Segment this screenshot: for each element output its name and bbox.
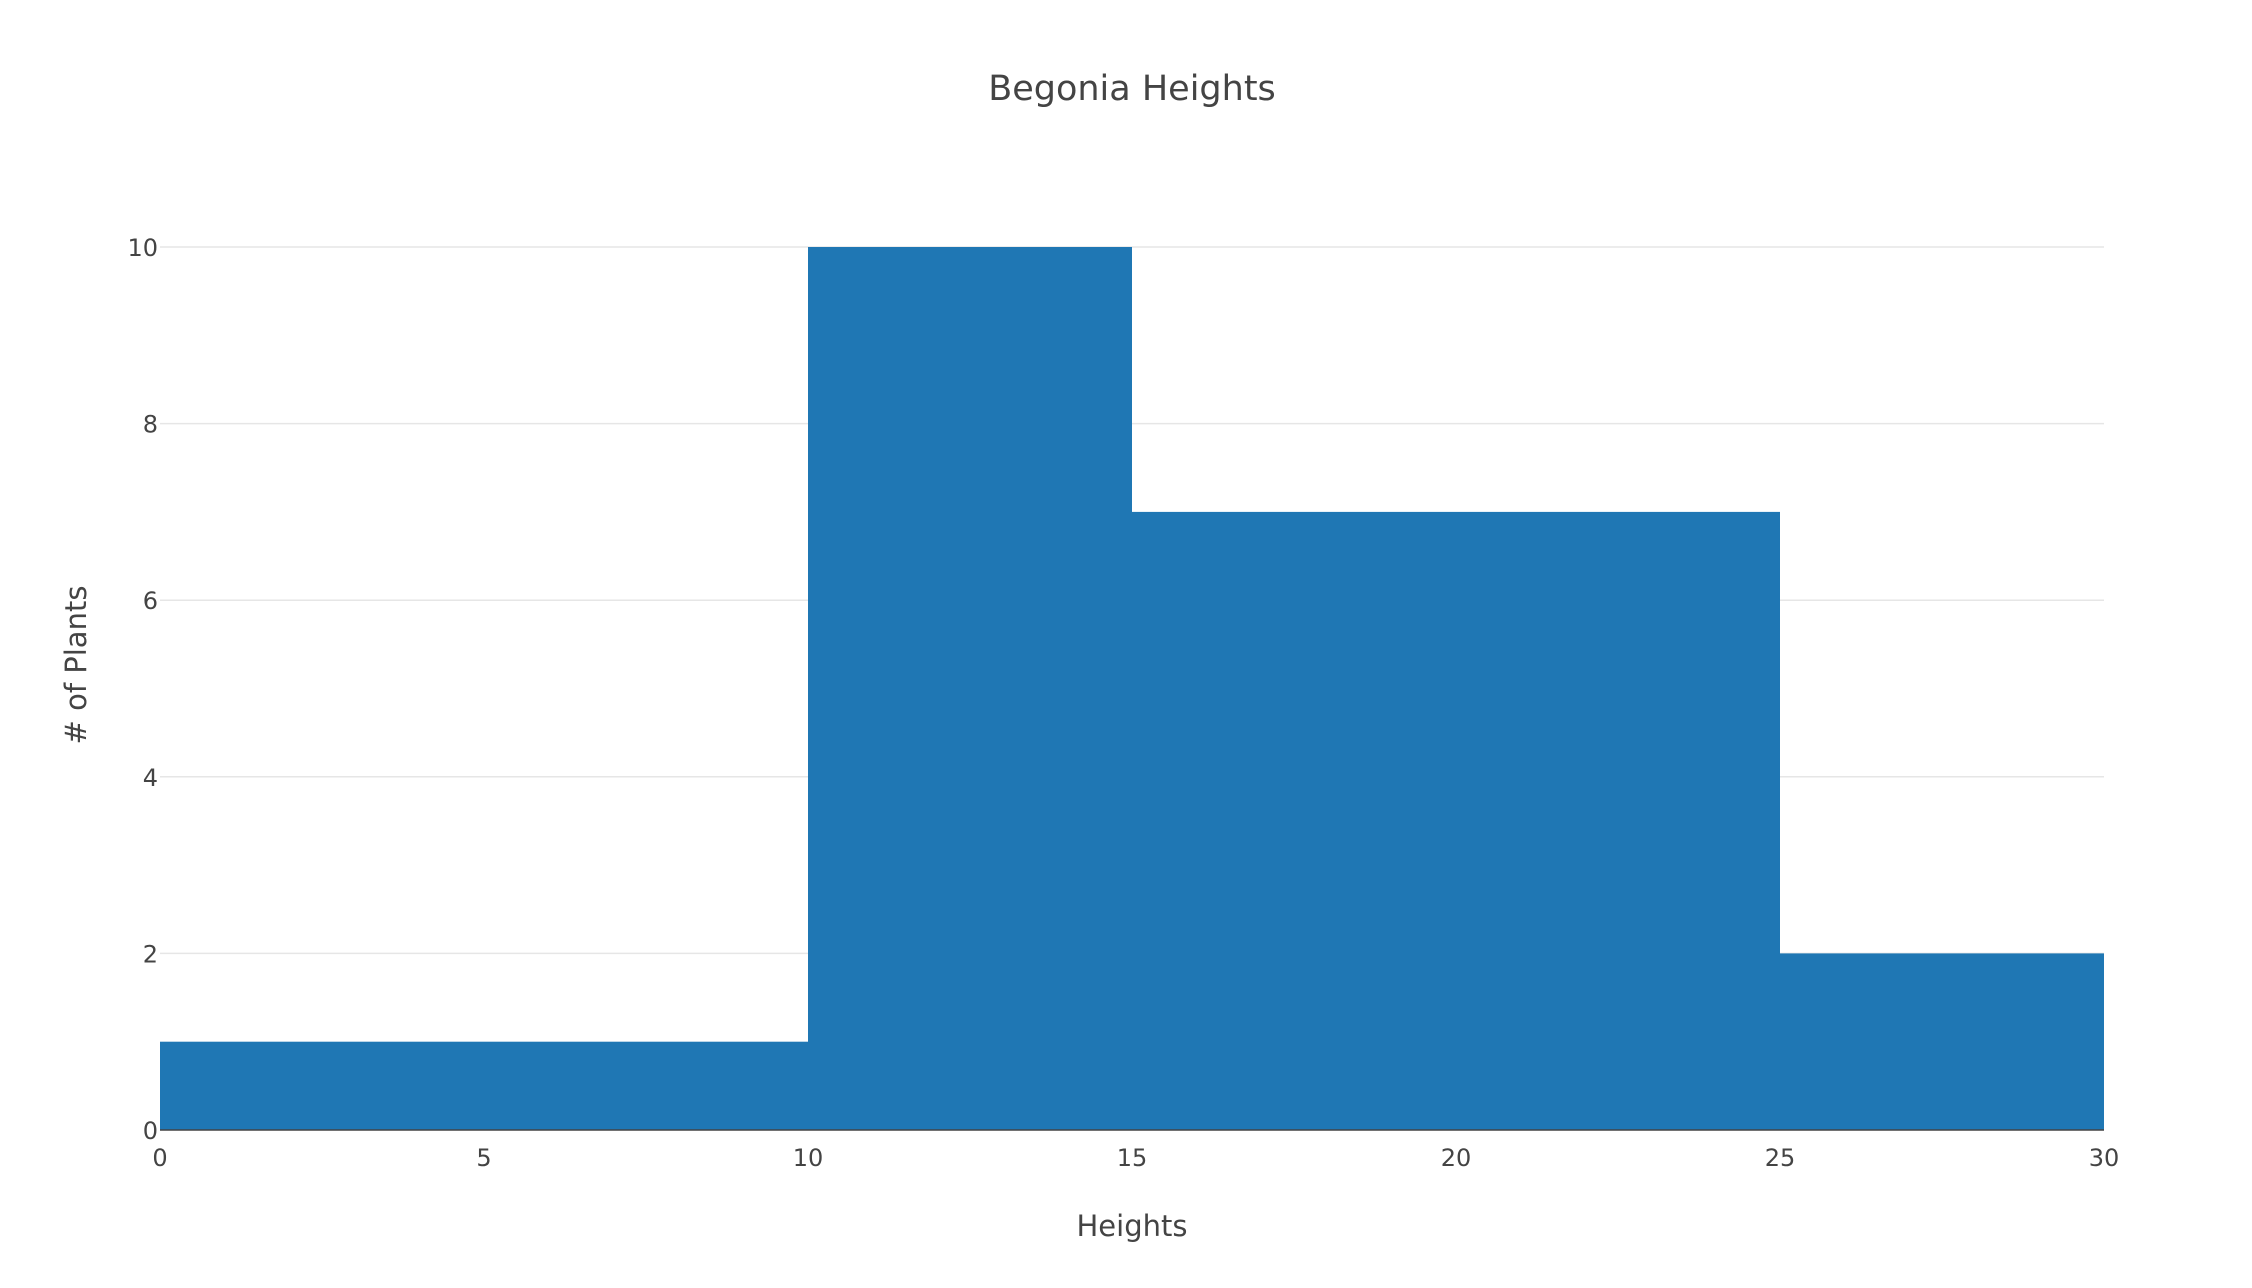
histogram-bars bbox=[160, 247, 2104, 1130]
y-axis-label: # of Plants bbox=[59, 586, 93, 745]
x-tick-label: 10 bbox=[793, 1144, 824, 1172]
x-tick-label: 0 bbox=[152, 1144, 167, 1172]
histogram-bar[interactable] bbox=[1780, 953, 2104, 1130]
x-tick-label: 20 bbox=[1441, 1144, 1472, 1172]
x-tick-label: 15 bbox=[1117, 1144, 1148, 1172]
histogram-bar[interactable] bbox=[160, 1041, 808, 1130]
histogram-bar[interactable] bbox=[808, 247, 1132, 1130]
histogram-bar[interactable] bbox=[1132, 511, 1780, 1130]
x-tick-label: 30 bbox=[2089, 1144, 2120, 1172]
x-axis-label: Heights bbox=[1077, 1209, 1188, 1243]
y-axis-ticks: 0 2 4 6 8 10 bbox=[127, 234, 158, 1145]
y-tick-label: 6 bbox=[143, 587, 158, 615]
y-tick-label: 0 bbox=[143, 1117, 158, 1145]
x-tick-label: 5 bbox=[476, 1144, 491, 1172]
y-tick-label: 8 bbox=[143, 411, 158, 439]
chart-title: Begonia Heights bbox=[988, 69, 1276, 109]
y-tick-label: 4 bbox=[143, 764, 158, 792]
x-axis-ticks: 0 5 10 15 20 25 30 bbox=[152, 1144, 2119, 1172]
y-tick-label: 10 bbox=[127, 234, 158, 262]
x-tick-label: 25 bbox=[1765, 1144, 1796, 1172]
y-tick-label: 2 bbox=[143, 940, 158, 968]
